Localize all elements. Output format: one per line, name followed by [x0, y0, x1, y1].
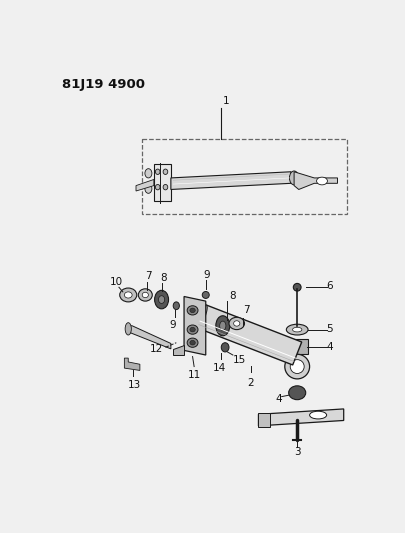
- Text: 81J19 4900: 81J19 4900: [62, 78, 144, 91]
- Ellipse shape: [138, 289, 152, 301]
- Ellipse shape: [145, 168, 151, 178]
- Ellipse shape: [163, 184, 167, 190]
- Ellipse shape: [155, 184, 160, 190]
- Ellipse shape: [292, 284, 301, 291]
- Ellipse shape: [286, 324, 307, 335]
- Polygon shape: [128, 326, 171, 349]
- Text: 5: 5: [326, 324, 333, 334]
- Text: 4: 4: [275, 394, 281, 404]
- Ellipse shape: [158, 296, 164, 303]
- Ellipse shape: [221, 343, 228, 352]
- Text: 7: 7: [145, 271, 151, 281]
- Text: 14: 14: [213, 363, 226, 373]
- Ellipse shape: [292, 327, 301, 332]
- Ellipse shape: [289, 171, 298, 185]
- Text: 10: 10: [110, 277, 123, 287]
- Ellipse shape: [196, 305, 207, 328]
- Bar: [153, 164, 171, 201]
- Ellipse shape: [190, 308, 195, 313]
- Ellipse shape: [155, 169, 160, 174]
- Ellipse shape: [233, 321, 239, 326]
- Ellipse shape: [190, 327, 195, 332]
- Text: 9: 9: [203, 270, 209, 280]
- Text: 12: 12: [149, 344, 163, 354]
- Ellipse shape: [219, 321, 225, 330]
- Text: 13: 13: [128, 379, 141, 390]
- Ellipse shape: [187, 306, 198, 315]
- Ellipse shape: [316, 177, 326, 185]
- Text: 9: 9: [169, 320, 175, 330]
- Ellipse shape: [309, 411, 326, 419]
- Ellipse shape: [290, 360, 303, 374]
- Polygon shape: [136, 180, 153, 191]
- Ellipse shape: [187, 338, 198, 348]
- Ellipse shape: [173, 302, 179, 310]
- Polygon shape: [197, 305, 301, 365]
- Polygon shape: [124, 358, 140, 370]
- Text: 2: 2: [247, 378, 254, 388]
- Text: 7: 7: [242, 305, 249, 316]
- Text: 3: 3: [293, 447, 300, 457]
- Polygon shape: [258, 409, 343, 426]
- Text: 4: 4: [326, 342, 333, 352]
- Text: 1: 1: [222, 96, 229, 106]
- Ellipse shape: [215, 316, 229, 336]
- Bar: [258, 413, 269, 426]
- Ellipse shape: [288, 386, 305, 400]
- Text: 15: 15: [232, 355, 245, 365]
- Ellipse shape: [190, 341, 195, 345]
- Ellipse shape: [124, 292, 132, 298]
- Polygon shape: [183, 296, 205, 355]
- Ellipse shape: [163, 169, 167, 174]
- Text: 8: 8: [160, 273, 166, 282]
- Polygon shape: [293, 172, 337, 189]
- Ellipse shape: [228, 317, 244, 329]
- Bar: [142, 140, 346, 214]
- Ellipse shape: [119, 288, 136, 302]
- Text: 6: 6: [326, 281, 333, 290]
- Ellipse shape: [187, 325, 198, 334]
- Ellipse shape: [154, 290, 168, 309]
- Text: 8: 8: [229, 291, 236, 301]
- Ellipse shape: [125, 322, 131, 335]
- FancyBboxPatch shape: [286, 339, 307, 354]
- Text: 11: 11: [187, 370, 200, 381]
- Polygon shape: [173, 345, 183, 355]
- Ellipse shape: [202, 292, 209, 298]
- Ellipse shape: [145, 184, 151, 193]
- Polygon shape: [171, 172, 290, 189]
- Ellipse shape: [142, 292, 148, 297]
- Ellipse shape: [284, 354, 309, 379]
